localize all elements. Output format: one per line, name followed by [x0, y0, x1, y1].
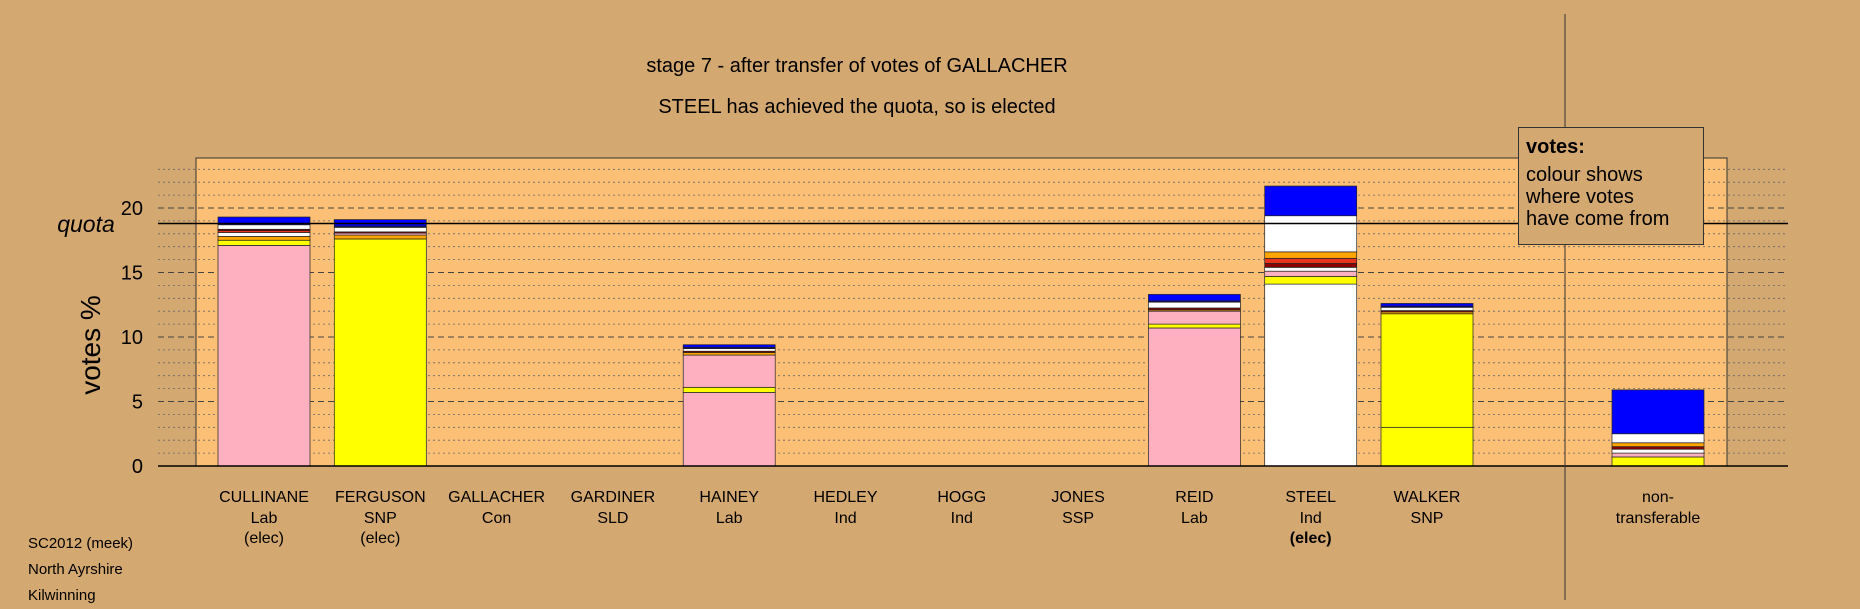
bar-segment — [333, 238, 427, 467]
footer-info: SC2012 (meek) North Ayrshire Kilwinning — [28, 531, 133, 609]
candidate-name: GALLACHER — [448, 489, 545, 506]
bar-steel — [1264, 185, 1358, 467]
bar-segment — [682, 392, 776, 467]
bar-segment — [1611, 442, 1705, 447]
bar-segment — [1264, 283, 1358, 467]
bar-segment — [682, 344, 776, 348]
candidate-name: GARDINER — [571, 489, 655, 506]
bar-segment — [1264, 257, 1358, 264]
y-axis-label: votes % — [75, 295, 106, 395]
bar-segment — [1380, 426, 1474, 467]
candidate-status: (elec) — [360, 530, 400, 547]
footer-council: North Ayrshire — [28, 561, 123, 578]
nontransferable-label: non- — [1642, 489, 1674, 506]
bar-segment — [1264, 270, 1358, 277]
bar-stacks — [217, 185, 1705, 467]
candidate-party: SNP — [364, 510, 397, 527]
bar-segment — [1611, 456, 1705, 467]
candidate-name: WALKER — [1394, 489, 1461, 506]
bar-segment — [682, 386, 776, 393]
grid-lines — [158, 168, 1788, 454]
footer-system: SC2012 (meek) — [28, 535, 134, 552]
legend-line: have come from — [1526, 208, 1670, 230]
bar-segment — [1264, 251, 1358, 259]
y-tick-label: 5 — [132, 392, 143, 414]
candidate-party: Lab — [251, 510, 278, 527]
legend-line: colour shows — [1526, 164, 1643, 186]
candidate-party: SSP — [1062, 510, 1094, 527]
bar-walker — [1380, 303, 1474, 467]
bar-segment — [1380, 313, 1474, 428]
bar-segment — [1264, 276, 1358, 285]
candidate-party: Ind — [951, 510, 973, 527]
bar-segment — [217, 224, 311, 230]
candidate-name: HOGG — [937, 489, 986, 506]
chart-title: stage 7 - after transfer of votes of GAL… — [646, 55, 1067, 77]
bar-segment — [333, 234, 427, 240]
bar-nontransferable — [1611, 389, 1705, 467]
bar-segment — [1148, 323, 1241, 329]
bar-segment — [1264, 185, 1358, 217]
category-labels: CULLINANE Lab (elec) FERGUSON SNP (elec) GALLA… — [219, 489, 1700, 547]
candidate-name: HAINEY — [699, 489, 759, 506]
candidate-name: REID — [1175, 489, 1213, 506]
bar-segment — [217, 236, 311, 241]
candidate-party: SLD — [597, 510, 628, 527]
bar-segment — [333, 227, 427, 233]
bar-segment — [1264, 215, 1358, 253]
candidate-name: CULLINANE — [219, 489, 309, 506]
bar-segment — [1264, 263, 1358, 268]
bar-segment — [682, 348, 776, 352]
bar-segment — [1611, 446, 1705, 450]
footer-ward: Kilwinning — [28, 587, 96, 604]
bar-segment — [1380, 303, 1474, 307]
bar-segment — [1611, 452, 1705, 458]
bar-segment — [1148, 301, 1241, 309]
candidate-party: Lab — [1181, 510, 1208, 527]
legend-box: votes: colour shows where votes have com… — [1518, 127, 1704, 245]
bar-segment — [1148, 310, 1241, 325]
bar-segment — [682, 354, 776, 388]
bar-cullinane — [217, 216, 311, 467]
y-tick-label: 10 — [121, 327, 143, 349]
bar-segment — [1380, 306, 1474, 311]
y-tick-label: 20 — [121, 198, 143, 220]
bar-segment — [1611, 389, 1705, 435]
candidate-party: Ind — [1300, 510, 1322, 527]
bar-segment — [217, 216, 311, 224]
candidate-name: HEDLEY — [813, 489, 877, 506]
y-axis: 0 5 10 15 20 — [121, 198, 143, 478]
candidate-name: STEEL — [1285, 489, 1336, 506]
bar-segment — [1264, 266, 1358, 272]
bar-segment — [1148, 294, 1241, 302]
bar-ferguson — [333, 219, 427, 467]
candidate-party: Ind — [834, 510, 856, 527]
candidate-status: (elec) — [1290, 530, 1332, 547]
bar-segment — [1611, 448, 1705, 454]
bar-segment — [1148, 327, 1241, 467]
legend-title: votes: — [1526, 136, 1585, 158]
bar-segment — [217, 245, 311, 467]
bar-segment — [1611, 433, 1705, 444]
candidate-party: Lab — [716, 510, 743, 527]
bar-segment — [217, 232, 311, 237]
y-tick-label: 0 — [132, 456, 143, 478]
bar-reid — [1148, 294, 1241, 467]
bar-hainey — [682, 344, 776, 467]
nontransferable-label: transferable — [1616, 510, 1701, 527]
candidate-name: JONES — [1051, 489, 1104, 506]
candidate-party: SNP — [1411, 510, 1444, 527]
candidate-party: Con — [482, 510, 511, 527]
bar-segment — [682, 352, 776, 356]
candidate-name: FERGUSON — [335, 489, 426, 506]
quota-label: quota — [57, 211, 115, 237]
y-tick-label: 15 — [121, 263, 143, 285]
chart-subtitle: STEEL has achieved the quota, so is elec… — [658, 96, 1055, 118]
bar-segment — [217, 239, 311, 246]
candidate-status: (elec) — [244, 530, 284, 547]
legend-line: where votes — [1526, 186, 1634, 208]
